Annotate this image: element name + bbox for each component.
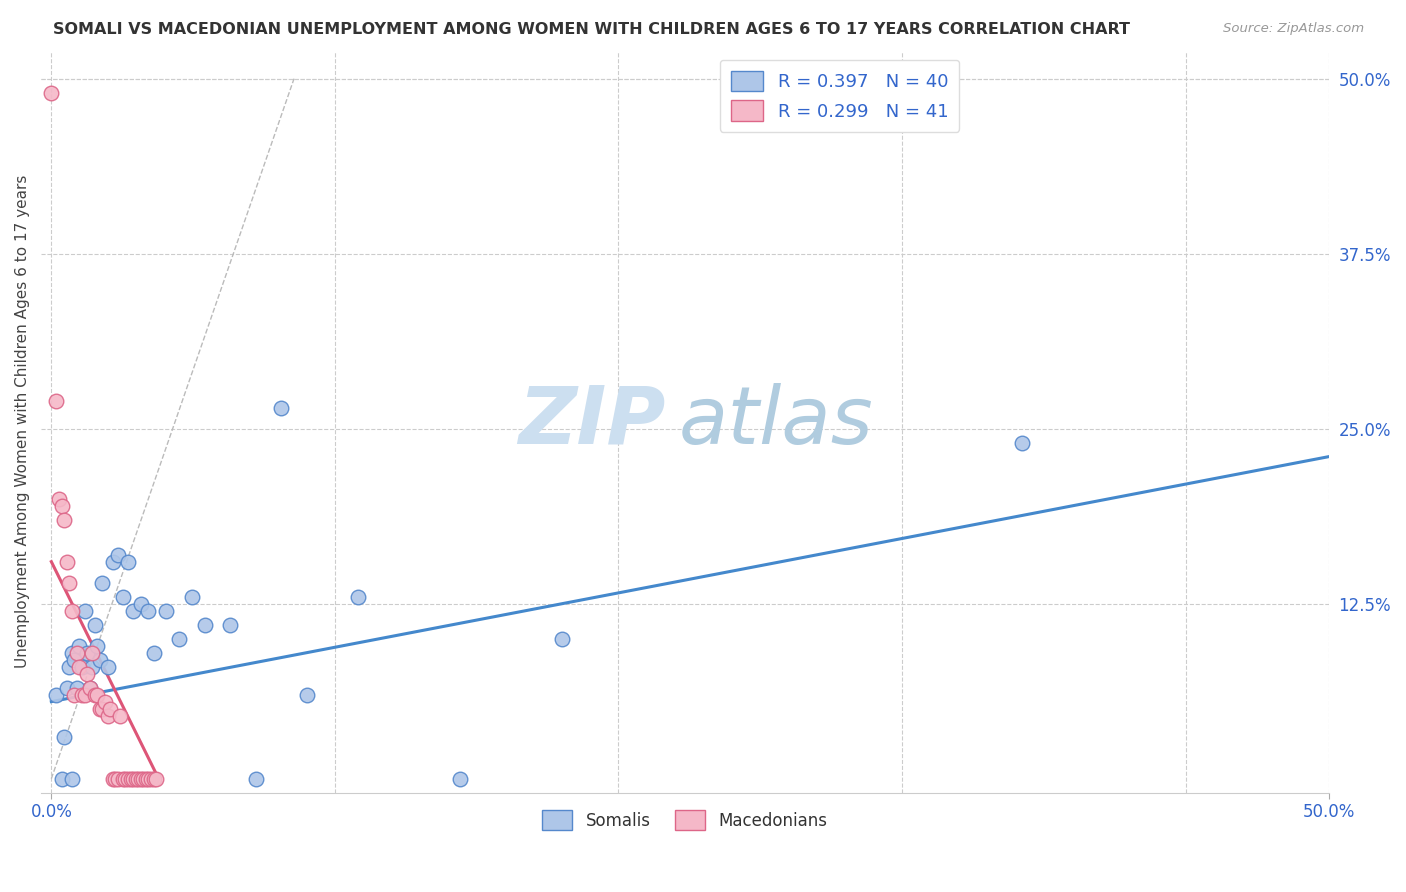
Point [449,772,471,786]
Point [295,688,318,702]
Point [245,772,267,786]
Point [45,688,67,702]
Point [76,646,98,660]
Text: SOMALI VS MACEDONIAN UNEMPLOYMENT AMONG WOMEN WITH CHILDREN AGES 6 TO 17 YEARS C: SOMALI VS MACEDONIAN UNEMPLOYMENT AMONG … [53,22,1130,37]
Point [91,701,114,715]
Point [117,772,139,786]
Point [129,597,152,611]
Point [551,632,574,646]
Point [96,659,118,673]
Point [107,548,129,562]
Point [135,772,157,786]
Point [107,772,129,786]
Point [79,681,101,695]
Y-axis label: Unemployment Among Women with Children Ages 6 to 17 years: Unemployment Among Women with Children A… [15,175,30,668]
Point [114,772,136,786]
Point [63,653,86,667]
Point [55,555,77,569]
Point [60,604,83,618]
Point [122,772,145,786]
Point [101,772,124,786]
Point [82,659,104,673]
Point [53,513,76,527]
Point [94,695,117,709]
Point [63,688,86,702]
Point [55,681,77,695]
Point [124,772,146,786]
Point [58,659,80,673]
Point [66,646,89,660]
Point [86,639,108,653]
Point [138,604,160,618]
Point [66,681,89,695]
Point [76,666,98,681]
Point [91,575,114,590]
Point [129,772,152,786]
Point [73,604,96,618]
Text: Source: ZipAtlas.com: Source: ZipAtlas.com [1223,22,1364,36]
Point [145,772,167,786]
Point [41,86,63,100]
Point [219,617,242,632]
Point [83,688,105,702]
Point [180,590,202,604]
Point [51,499,73,513]
Point [53,730,76,744]
Point [138,772,160,786]
Point [89,701,111,715]
Point [51,772,73,786]
Point [111,590,134,604]
Point [127,772,149,786]
Point [67,639,90,653]
Point [347,590,370,604]
Point [120,772,142,786]
Point [101,555,124,569]
Point [132,772,155,786]
Point [70,659,93,673]
Point [167,632,190,646]
Point [73,688,96,702]
Point [270,401,292,415]
Point [96,708,118,723]
Point [60,646,83,660]
Point [139,772,162,786]
Point [117,555,139,569]
Legend: Somalis, Macedonians: Somalis, Macedonians [536,804,834,837]
Point [142,646,165,660]
Point [70,688,93,702]
Point [110,708,132,723]
Point [155,604,177,618]
Point [58,575,80,590]
Point [45,393,67,408]
Point [60,772,83,786]
Point [104,772,127,786]
Point [83,617,105,632]
Point [111,772,134,786]
Point [67,659,90,673]
Text: ZIP: ZIP [519,383,665,460]
Text: atlas: atlas [679,383,873,460]
Point [194,617,217,632]
Point [98,701,121,715]
Point [48,491,70,506]
Point [89,653,111,667]
Point [1011,435,1033,450]
Point [79,681,101,695]
Point [142,772,165,786]
Point [122,604,145,618]
Point [82,646,104,660]
Point [86,688,108,702]
